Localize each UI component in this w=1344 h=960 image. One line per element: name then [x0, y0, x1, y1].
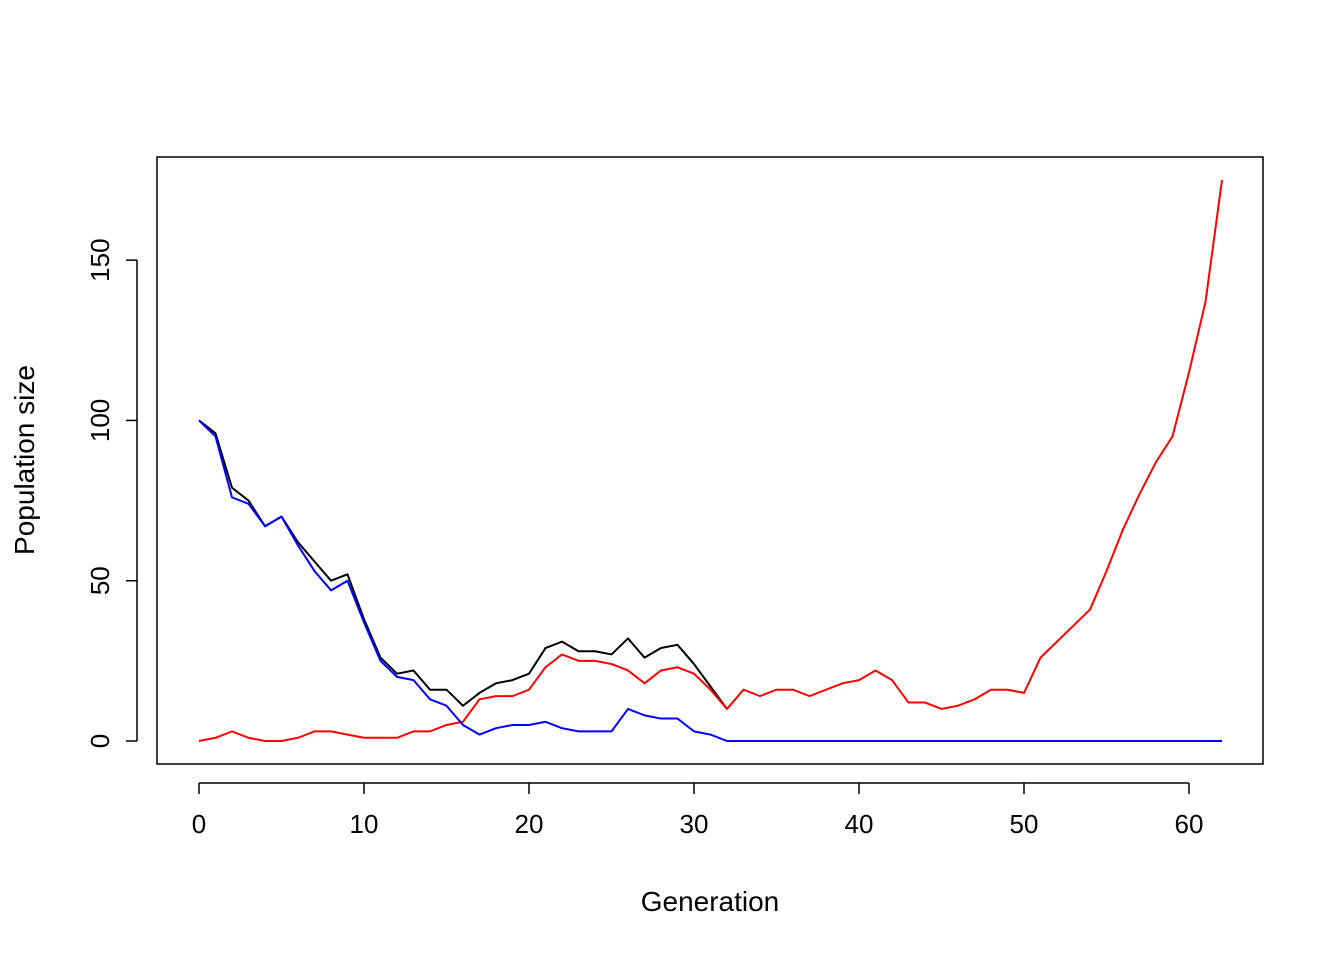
y-axis-title: Population size [9, 365, 40, 555]
plot-area-frame [156, 156, 1264, 765]
y-tick-label: 0 [85, 734, 115, 748]
series-line-0 [198, 419, 728, 710]
series-line-1 [198, 179, 1223, 742]
x-tick-label: 20 [515, 809, 544, 839]
y-tick-label: 150 [85, 238, 115, 281]
x-tick-label: 50 [1010, 809, 1039, 839]
x-tick-label: 60 [1175, 809, 1204, 839]
series-layer [198, 179, 1223, 742]
y-tick-label: 50 [85, 566, 115, 595]
x-axis: 0 10 20 30 40 50 60 [192, 782, 1204, 839]
x-axis-title: Generation [641, 886, 780, 917]
x-tick-label: 40 [845, 809, 874, 839]
series-line-2 [198, 419, 1222, 742]
x-tick-label: 10 [350, 809, 379, 839]
y-tick-label: 100 [85, 399, 115, 442]
x-tick-label: 30 [680, 809, 709, 839]
x-tick-label: 0 [192, 809, 206, 839]
y-axis: 0 50 100 150 [85, 238, 138, 748]
